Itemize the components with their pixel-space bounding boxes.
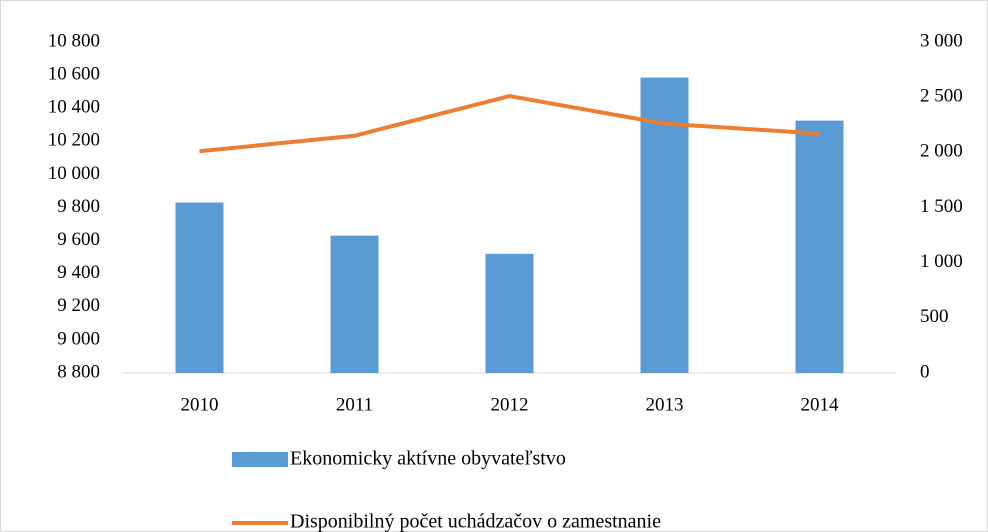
y2-tick-label: 1 500 — [920, 196, 963, 217]
x-tick-label: 2014 — [801, 394, 840, 415]
y-tick-label: 9 200 — [57, 295, 100, 316]
legend-label: Disponibilný počet uchádzačov o zamestna… — [290, 511, 661, 532]
line — [199, 94, 820, 154]
y2-tick-label: 2 500 — [920, 86, 963, 107]
bar — [175, 202, 224, 373]
y2-tick-label: 0 — [920, 361, 930, 382]
y2-tick-label: 2 000 — [920, 141, 963, 162]
bar — [485, 253, 534, 373]
y-tick-label: 10 800 — [48, 30, 100, 51]
y-tick-label: 10 400 — [48, 97, 100, 118]
bar — [795, 120, 844, 373]
x-tick-label: 2013 — [646, 394, 684, 415]
y2-tick-label: 500 — [920, 306, 949, 327]
x-tick-label: 2012 — [491, 394, 529, 415]
legend-swatch — [232, 452, 288, 467]
y-tick-label: 10 200 — [48, 130, 100, 151]
y-tick-label: 9 600 — [57, 229, 100, 250]
legend-label: Ekonomicky aktívne obyvateľstvo — [290, 448, 566, 470]
bar — [330, 235, 379, 373]
y-tick-label: 9 400 — [57, 262, 100, 283]
y2-tick-label: 3 000 — [920, 30, 963, 51]
y-tick-label: 9 800 — [57, 196, 100, 217]
x-tick-label: 2010 — [181, 394, 219, 415]
x-tick-label: 2011 — [336, 394, 373, 415]
y-tick-label: 9 000 — [57, 328, 100, 349]
y2-tick-label: 1 000 — [920, 251, 963, 272]
y-tick-label: 8 800 — [57, 361, 100, 382]
bar — [640, 77, 689, 374]
y-tick-label: 10 000 — [48, 163, 100, 184]
y-tick-label: 10 600 — [48, 63, 100, 84]
